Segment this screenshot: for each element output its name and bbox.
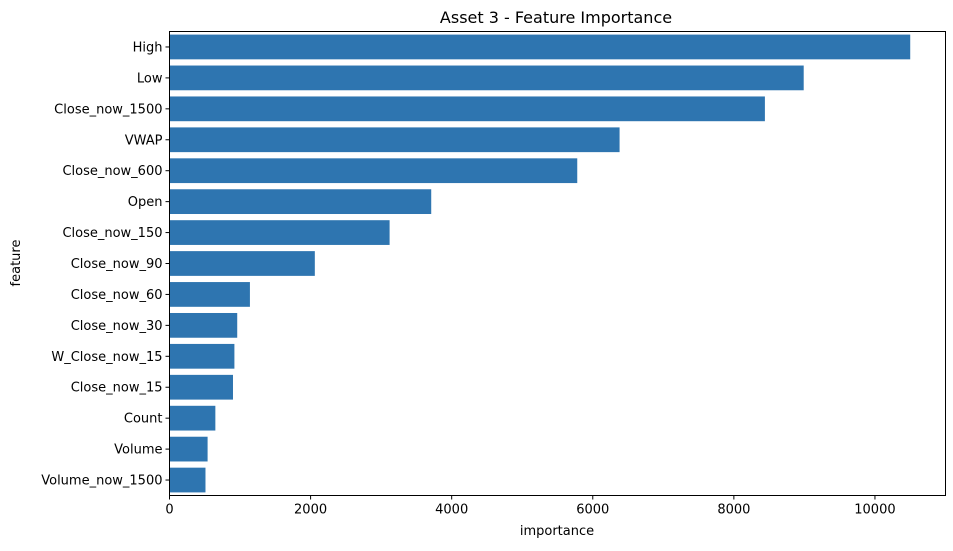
bar-close-now-1500 [169, 96, 765, 122]
bars-layer [169, 34, 911, 493]
x-tick-label: 0 [165, 503, 173, 518]
y-tick-label: W_Close_now_15 [51, 350, 162, 365]
y-axis-label: feature [9, 240, 24, 287]
bar-close-now-60 [169, 282, 250, 307]
y-tick-label: Count [124, 412, 163, 427]
bar-volume [169, 436, 208, 462]
y-tick-label: Close_now_1500 [54, 102, 162, 117]
x-tick-labels: 0 2000 4000 6000 8000 10000 [165, 495, 896, 518]
x-axis-label: importance [520, 524, 594, 539]
x-tick-label: 6000 [576, 503, 609, 518]
y-tick-label: Close_now_30 [71, 319, 163, 334]
bar-high [169, 34, 911, 60]
x-tick-label: 8000 [717, 503, 750, 518]
y-tick-label: Close_now_90 [71, 257, 163, 272]
bar-close-now-90 [169, 251, 315, 276]
y-tick-label: Low [137, 71, 163, 86]
y-tick-label: Close_now_15 [71, 381, 163, 396]
y-tick-label: VWAP [125, 133, 163, 148]
x-tick-label: 10000 [854, 503, 895, 518]
bar-close-now-600 [169, 158, 578, 184]
bar-low [169, 65, 804, 91]
y-tick-label: Volume_now_1500 [41, 474, 162, 489]
bar-open [169, 189, 432, 215]
bar-volume-now-1500 [169, 467, 206, 493]
bar-close-now-150 [169, 220, 390, 245]
y-tick-label: Close_now_60 [71, 288, 163, 303]
y-tick-label: Open [128, 195, 163, 210]
bar-close-now-15 [169, 374, 233, 400]
y-tick-label: High [133, 40, 163, 55]
x-tick-label: 4000 [435, 503, 468, 518]
y-tick-labels: High Low Close_now_1500 VWAP Close_now_600 Op… [41, 40, 170, 489]
y-tick-label: Close_now_150 [62, 226, 162, 241]
bar-w-close-now-15 [169, 343, 235, 369]
y-tick-label: Close_now_600 [62, 164, 162, 179]
bar-vwap [169, 127, 620, 153]
chart-title: Asset 3 - Feature Importance [440, 8, 672, 27]
plot-frame [169, 31, 946, 496]
x-tick-label: 2000 [294, 503, 327, 518]
bar-count [169, 405, 216, 431]
y-tick-label: Volume [114, 443, 162, 458]
bar-close-now-30 [169, 312, 238, 338]
